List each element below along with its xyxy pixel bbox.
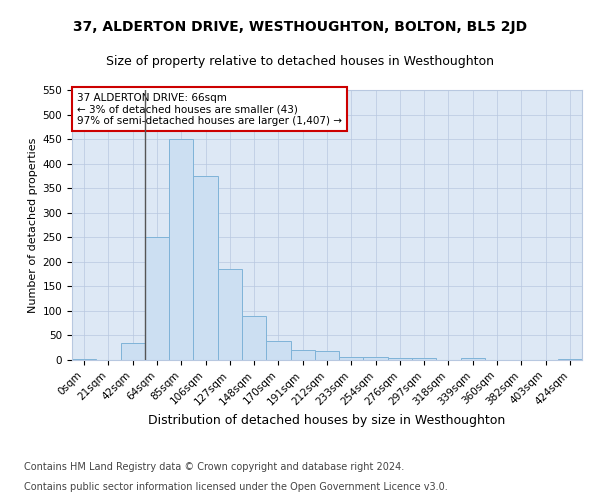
Bar xyxy=(315,351,339,360)
Bar xyxy=(242,316,266,360)
Text: Contains HM Land Registry data © Crown copyright and database right 2024.: Contains HM Land Registry data © Crown c… xyxy=(24,462,404,472)
Bar xyxy=(412,358,436,360)
Bar xyxy=(218,269,242,360)
X-axis label: Distribution of detached houses by size in Westhoughton: Distribution of detached houses by size … xyxy=(148,414,506,426)
Bar xyxy=(388,358,412,360)
Bar xyxy=(169,139,193,360)
Text: 37, ALDERTON DRIVE, WESTHOUGHTON, BOLTON, BL5 2JD: 37, ALDERTON DRIVE, WESTHOUGHTON, BOLTON… xyxy=(73,20,527,34)
Bar xyxy=(121,343,145,360)
Bar xyxy=(461,358,485,360)
Text: Size of property relative to detached houses in Westhoughton: Size of property relative to detached ho… xyxy=(106,55,494,68)
Bar xyxy=(558,358,582,360)
Bar xyxy=(266,342,290,360)
Bar xyxy=(193,176,218,360)
Bar xyxy=(364,357,388,360)
Bar xyxy=(290,350,315,360)
Bar xyxy=(72,358,96,360)
Bar xyxy=(339,357,364,360)
Text: Contains public sector information licensed under the Open Government Licence v3: Contains public sector information licen… xyxy=(24,482,448,492)
Text: 37 ALDERTON DRIVE: 66sqm
← 3% of detached houses are smaller (43)
97% of semi-de: 37 ALDERTON DRIVE: 66sqm ← 3% of detache… xyxy=(77,92,342,126)
Bar xyxy=(145,238,169,360)
Y-axis label: Number of detached properties: Number of detached properties xyxy=(28,138,38,312)
